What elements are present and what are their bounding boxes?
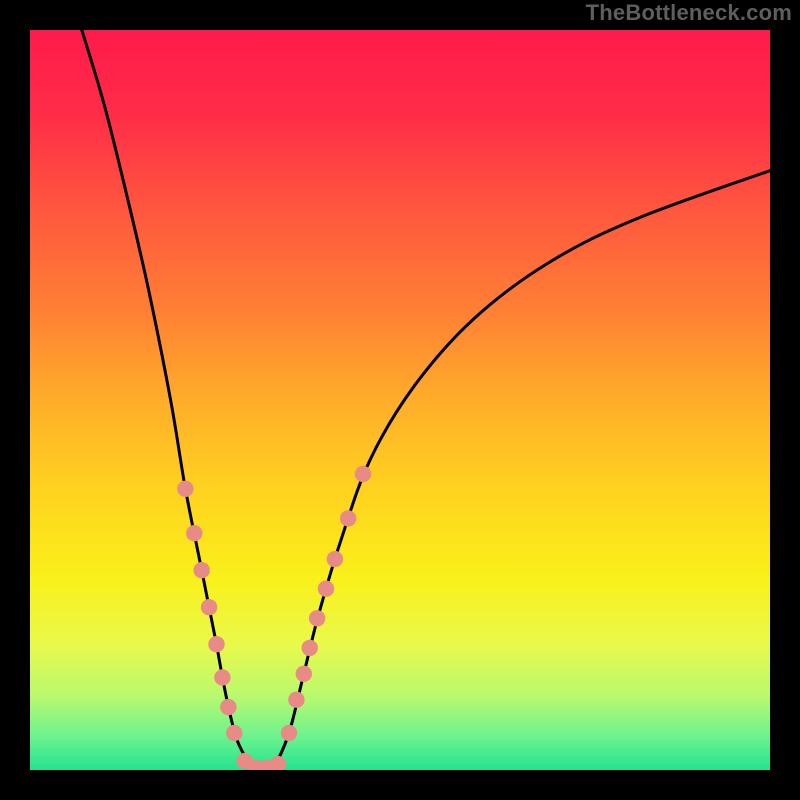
data-dot [208,636,224,652]
data-dot [327,551,343,567]
data-dot [281,725,297,741]
data-dot [201,599,217,615]
plot-background [30,30,770,770]
bottleneck-chart-svg [0,0,800,800]
data-dot [318,581,334,597]
data-dot [214,669,230,685]
data-dot [177,481,193,497]
data-dot [193,562,209,578]
data-dot [220,699,236,715]
data-dot [226,725,242,741]
data-dot [309,610,325,626]
data-dot [296,666,312,682]
watermark-text: TheBottleneck.com [586,0,792,26]
data-dot [288,692,304,708]
data-dot [302,640,318,656]
data-dot [270,756,286,772]
data-dot [186,525,202,541]
chart-frame: TheBottleneck.com [0,0,800,800]
data-dot [340,510,356,526]
data-dot [355,466,371,482]
